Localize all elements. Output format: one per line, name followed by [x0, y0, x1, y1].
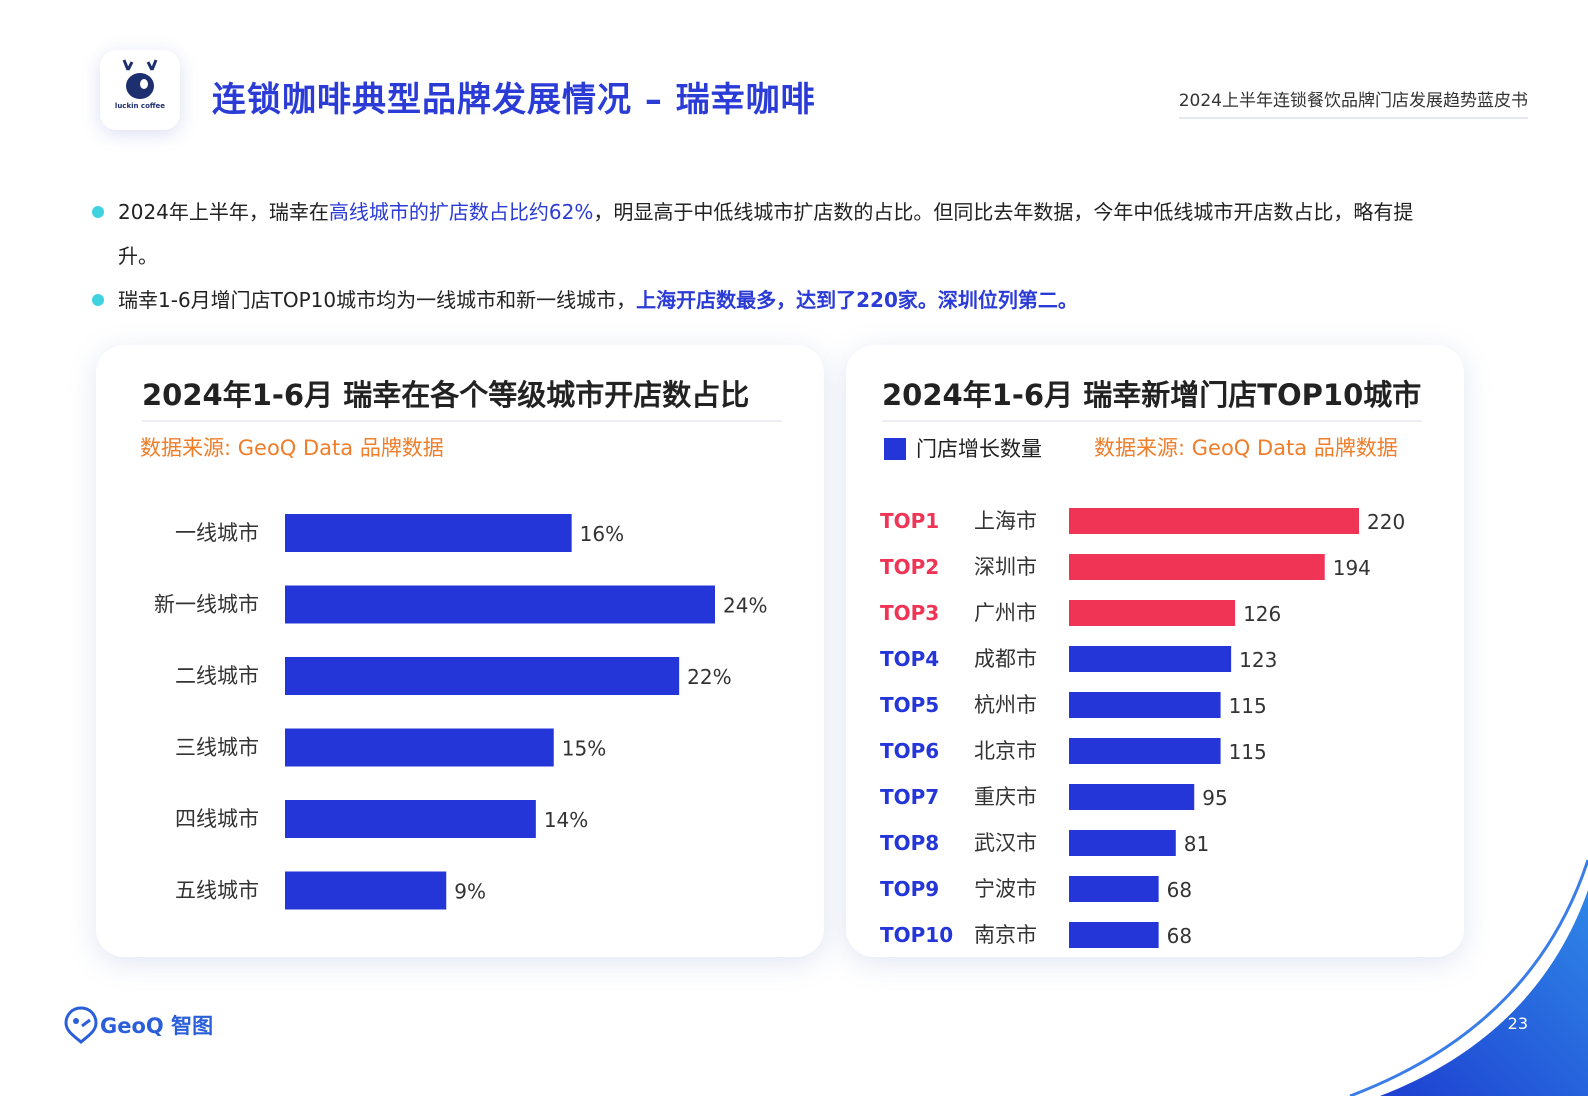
legend-swatch — [884, 438, 906, 460]
city-value-label: 115 — [1229, 740, 1267, 764]
rank-label: TOP8 — [880, 831, 939, 855]
geoq-brand-text: GeoQ 智图 — [100, 1014, 214, 1038]
city-bar — [1069, 508, 1359, 534]
city-bar — [1069, 738, 1221, 764]
city-label: 深圳市 — [974, 555, 1037, 579]
deer-icon — [122, 59, 158, 99]
bullet-1-text: 2024年上半年，瑞幸在 — [118, 200, 329, 224]
report-name: 2024上半年连锁餐饮品牌门店发展趋势蓝皮书 — [1178, 86, 1528, 119]
city-value-label: 68 — [1167, 878, 1192, 902]
rank-label: TOP5 — [880, 693, 939, 717]
tier-value-label: 16% — [580, 522, 624, 546]
city-value-label: 126 — [1243, 602, 1281, 626]
city-value-label: 123 — [1239, 648, 1277, 672]
bullet-1: 2024年上半年，瑞幸在高线城市的扩店数占比约62%，明显高于中低线城市扩店数的… — [92, 190, 1422, 278]
right-chart-title: 2024年1-6月 瑞幸新增门店TOP10城市 — [882, 378, 1422, 412]
city-label: 重庆市 — [974, 785, 1037, 809]
city-bar — [1069, 554, 1325, 580]
tier-bar — [285, 800, 536, 838]
city-bar — [1069, 692, 1221, 718]
rank-label: TOP4 — [880, 647, 939, 671]
right-title-divider — [882, 420, 1422, 422]
bullet-2-text: 瑞幸1-6月增门店TOP10城市均为一线城市和新一线城市， — [118, 288, 637, 312]
top10-bar-chart: TOP1 上海市 220 TOP2 深圳市 194 TOP3 广州市 126 TOP4 成都市 123… — [880, 508, 1405, 948]
tier-value-label: 15% — [562, 737, 606, 761]
city-value-label: 115 — [1229, 694, 1267, 718]
city-bar — [1069, 922, 1159, 948]
tier-label: 四线城市 — [175, 807, 259, 831]
bullet-2-highlight: 上海开店数最多，达到了220家。深圳位列第二。 — [636, 288, 1078, 312]
geoq-brand: GeoQ 智图 — [64, 1006, 213, 1048]
left-chart-title: 2024年1-6月 瑞幸在各个等级城市开店数占比 — [142, 378, 750, 412]
bullet-2: 瑞幸1-6月增门店TOP10城市均为一线城市和新一线城市，上海开店数最多，达到了… — [92, 278, 1422, 322]
rank-label: TOP2 — [880, 555, 939, 579]
summary-bullets: 2024年上半年，瑞幸在高线城市的扩店数占比约62%，明显高于中低线城市扩店数的… — [92, 190, 1422, 322]
rank-label: TOP9 — [880, 877, 939, 901]
rank-label: TOP3 — [880, 601, 939, 625]
city-label: 宁波市 — [974, 877, 1037, 901]
page-title: 连锁咖啡典型品牌发展情况 – 瑞幸咖啡 — [212, 80, 816, 120]
tier-value-label: 9% — [454, 880, 486, 904]
tier-bar — [285, 871, 447, 910]
city-bar — [1069, 646, 1232, 672]
city-value-label: 81 — [1184, 832, 1209, 856]
city-tier-bar-chart: 一线城市 16% 新一线城市 24% 二线城市 22% 三线城市 15% 四线城市 14% 五线城市… — [154, 514, 767, 910]
city-bar — [1069, 876, 1159, 902]
left-chart-source: 数据来源: GeoQ Data 品牌数据 — [140, 436, 444, 460]
logo-wordmark: luckin coffee — [114, 102, 166, 110]
bullet-1-highlight: 高线城市的扩店数占比约62% — [328, 200, 594, 224]
rank-label: TOP10 — [880, 923, 953, 947]
city-label: 南京市 — [974, 923, 1037, 947]
city-value-label: 194 — [1333, 556, 1371, 580]
tier-bar — [285, 585, 715, 624]
geoq-logo-icon — [64, 1006, 98, 1044]
city-label: 北京市 — [974, 739, 1037, 763]
city-value-label: 220 — [1367, 510, 1405, 534]
tier-value-label: 24% — [723, 594, 767, 618]
city-label: 武汉市 — [974, 831, 1037, 855]
tier-label: 二线城市 — [175, 664, 259, 688]
rank-label: TOP7 — [880, 785, 939, 809]
tier-label: 新一线城市 — [154, 593, 259, 617]
rank-label: TOP1 — [880, 509, 939, 533]
tier-bar — [285, 728, 554, 767]
city-value-label: 95 — [1202, 786, 1227, 810]
tier-bar — [285, 657, 680, 695]
city-bar — [1069, 600, 1236, 626]
city-label: 成都市 — [974, 647, 1037, 671]
city-label: 上海市 — [974, 509, 1037, 533]
city-value-label: 68 — [1167, 924, 1192, 948]
city-bar — [1069, 830, 1176, 856]
right-chart-source: 数据来源: GeoQ Data 品牌数据 — [1094, 436, 1398, 460]
tier-bar — [285, 514, 572, 552]
city-bar — [1069, 784, 1195, 810]
city-label: 杭州市 — [974, 693, 1037, 717]
tier-label: 五线城市 — [175, 879, 259, 903]
bullet-1-rest: ，明显高于中低线城市扩店数的占比。但同比去年数据，今年中低线城市开店数占比，略有… — [118, 200, 1414, 268]
legend-label: 门店增长数量 — [916, 437, 1042, 461]
tier-label: 三线城市 — [175, 736, 259, 760]
left-title-divider — [142, 420, 782, 422]
bullet-dot — [92, 206, 104, 218]
rank-label: TOP6 — [880, 739, 939, 763]
tier-label: 一线城市 — [175, 521, 259, 545]
page-number: 23 — [1507, 1014, 1528, 1033]
tier-value-label: 22% — [687, 665, 731, 689]
luckin-logo: luckin coffee — [100, 50, 180, 130]
tier-value-label: 14% — [544, 808, 588, 832]
bullet-dot — [92, 294, 104, 306]
city-tier-chart-card — [96, 345, 824, 957]
city-label: 广州市 — [974, 601, 1037, 625]
